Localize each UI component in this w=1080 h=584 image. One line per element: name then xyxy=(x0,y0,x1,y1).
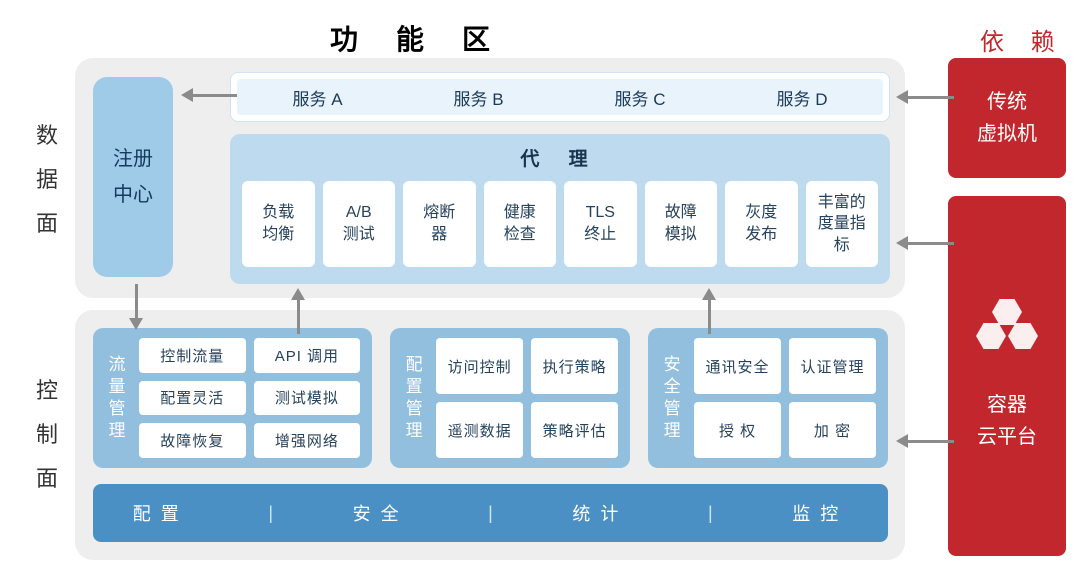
proxy-feature: 灰度发布 xyxy=(725,181,798,267)
bottom-item: 配置 xyxy=(133,500,189,526)
proxy-feature: 丰富的度量指标 xyxy=(806,181,879,267)
bottom-item: 监控 xyxy=(792,500,848,526)
control-cell: 通讯安全 xyxy=(694,338,781,394)
control-cell: API 调用 xyxy=(254,338,361,373)
control-cell: 遥测数据 xyxy=(436,402,523,458)
proxy-features-row: 负载均衡 A/B测试 熔断器 健康检查 TLS终止 故障模拟 灰度发布 丰富的度… xyxy=(242,181,878,267)
registry-box: 注册中心 xyxy=(93,77,173,277)
control-group-label: 配置管理 xyxy=(400,338,428,458)
control-group-label: 安全管理 xyxy=(658,338,686,458)
bottom-item: 统计 xyxy=(572,500,628,526)
proxy-feature: 熔断器 xyxy=(403,181,476,267)
architecture-diagram: { "titles": { "main": "功能区", "dependenci… xyxy=(0,0,1080,584)
service-b: 服务 B xyxy=(454,85,504,110)
control-cell: 访问控制 xyxy=(436,338,523,394)
control-cell: 策略评估 xyxy=(531,402,618,458)
control-cell: 增强网络 xyxy=(254,423,361,458)
arrow-ctrl0-to-proxy xyxy=(291,288,305,334)
dependencies-title: 依 赖 xyxy=(980,22,1065,57)
dependency-container-line1: 容器 xyxy=(987,389,1027,421)
bottom-sep: | xyxy=(708,503,713,524)
service-d: 服务 D xyxy=(777,85,828,110)
services-strip: 服务 A 服务 B 服务 C 服务 D xyxy=(230,72,890,122)
control-group-security: 安全管理 通讯安全 认证管理 授 权 加 密 xyxy=(648,328,888,468)
bottom-sep: | xyxy=(268,503,273,524)
service-a: 服务 A xyxy=(292,85,342,110)
arrow-dep-ct-to-ctrl xyxy=(896,434,954,448)
proxy-feature: 故障模拟 xyxy=(645,181,718,267)
control-group-traffic: 流量管理 控制流量 API 调用 配置灵活 测试模拟 故障恢复 增强网络 xyxy=(93,328,372,468)
arrow-ctrl2-to-proxy xyxy=(702,288,716,334)
control-group-label: 流量管理 xyxy=(103,338,131,458)
control-cell: 控制流量 xyxy=(139,338,246,373)
bottom-sep: | xyxy=(488,503,493,524)
control-cell: 故障恢复 xyxy=(139,423,246,458)
proxy-feature: A/B测试 xyxy=(323,181,396,267)
dependency-container-line2: 云平台 xyxy=(977,421,1037,453)
registry-label: 注册中心 xyxy=(113,141,153,213)
arrow-dep-ct-to-proxy xyxy=(896,236,954,250)
proxy-feature: 负载均衡 xyxy=(242,181,315,267)
arrow-dep-vm-to-services xyxy=(896,90,954,104)
bottom-item: 安全 xyxy=(353,500,409,526)
arrow-registry-to-ctrl xyxy=(129,284,143,330)
dependency-container: 容器 云平台 xyxy=(948,196,1066,556)
control-cell: 执行策略 xyxy=(531,338,618,394)
proxy-box: 代 理 负载均衡 A/B测试 熔断器 健康检查 TLS终止 故障模拟 灰度发布 … xyxy=(230,134,890,284)
control-cell: 配置灵活 xyxy=(139,381,246,416)
proxy-feature: 健康检查 xyxy=(484,181,557,267)
proxy-feature: TLS终止 xyxy=(564,181,637,267)
bottom-bar: 配置 | 安全 | 统计 | 监控 xyxy=(93,484,888,542)
dependency-vm: 传统 虚拟机 xyxy=(948,58,1066,178)
control-cell: 认证管理 xyxy=(789,338,876,394)
service-c: 服务 C xyxy=(615,85,666,110)
main-title: 功能区 xyxy=(330,18,528,58)
dependency-vm-line2: 虚拟机 xyxy=(977,118,1037,150)
control-group-config: 配置管理 访问控制 执行策略 遥测数据 策略评估 xyxy=(390,328,630,468)
dependency-vm-line1: 传统 xyxy=(987,86,1027,118)
hexagon-cluster-icon xyxy=(972,299,1042,361)
control-cell: 授 权 xyxy=(694,402,781,458)
control-groups: 流量管理 控制流量 API 调用 配置灵活 测试模拟 故障恢复 增强网络 配置管… xyxy=(93,328,888,468)
control-plane-label: 控制面 xyxy=(32,360,62,510)
control-cell: 测试模拟 xyxy=(254,381,361,416)
data-plane-label: 数据面 xyxy=(32,110,62,250)
control-cell: 加 密 xyxy=(789,402,876,458)
proxy-title: 代 理 xyxy=(242,144,878,171)
arrow-services-to-registry xyxy=(181,88,237,102)
services-inner: 服务 A 服务 B 服务 C 服务 D xyxy=(237,79,883,115)
